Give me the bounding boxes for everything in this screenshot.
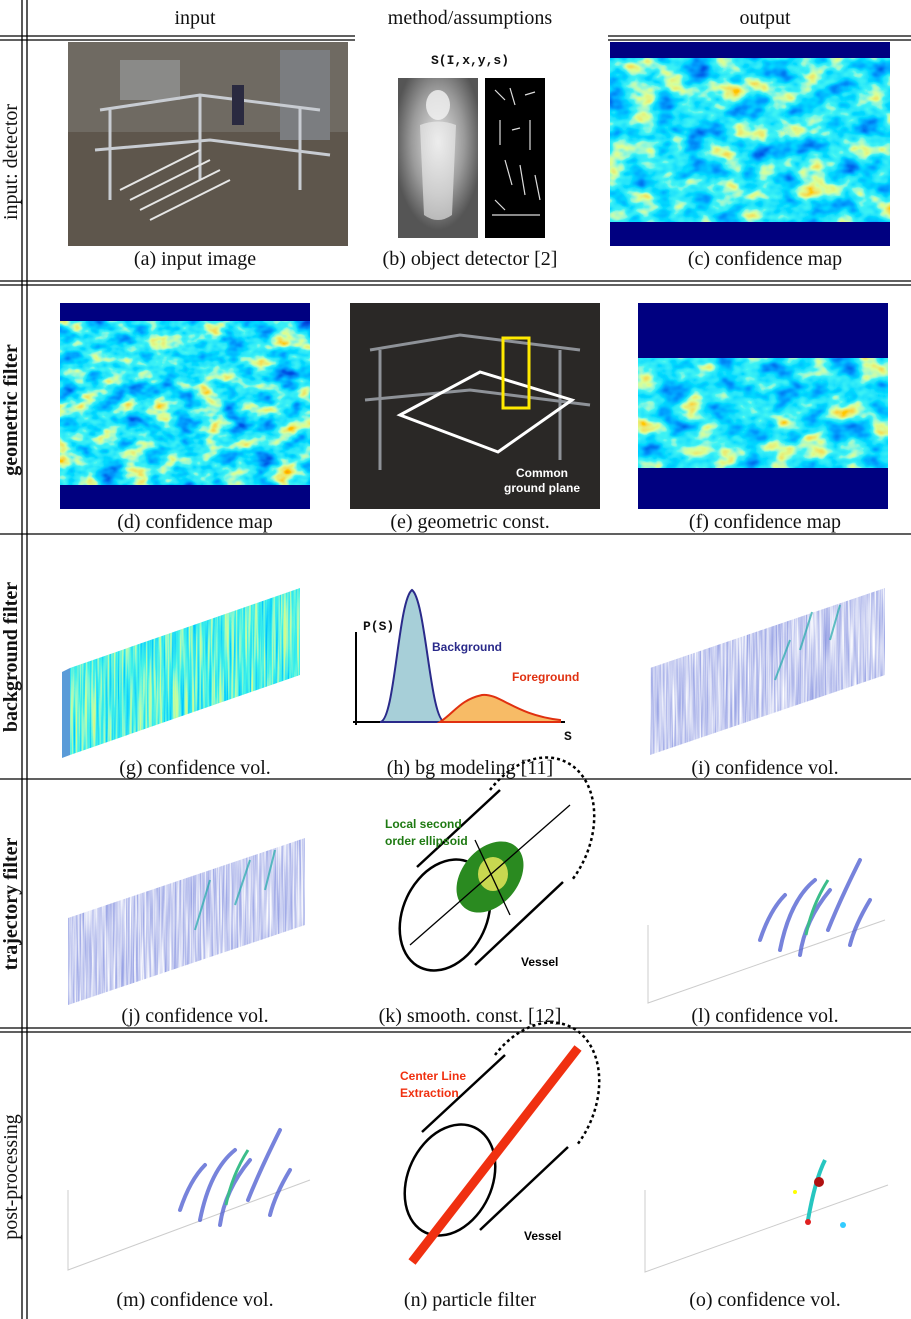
row-label: background filter <box>0 582 22 732</box>
confidence-volume <box>68 1130 310 1270</box>
axis-label: S <box>564 729 572 744</box>
confidence-map <box>610 42 890 246</box>
caption: (c) confidence map <box>688 248 842 270</box>
geometric-constraint: Common ground plane <box>350 303 600 509</box>
column-header: input <box>174 7 216 29</box>
detector-model: S(I,x,y,s) <box>398 53 545 238</box>
confidence-map <box>60 303 310 509</box>
annotation: Background <box>432 640 502 654</box>
caption: (j) confidence vol. <box>121 1005 268 1027</box>
caption: (i) confidence vol. <box>691 757 838 779</box>
annotation: Local second <box>385 817 462 831</box>
row-label: trajectory filter <box>0 838 22 971</box>
vessel-diagram: Local second order ellipsoid Vessel <box>382 758 594 986</box>
annotation: Extraction <box>400 1086 459 1100</box>
caption: (h) bg modeling [11] <box>387 757 553 779</box>
annotation: Vessel <box>521 955 558 969</box>
annotation: Foreground <box>512 670 579 684</box>
caption: (n) particle filter <box>404 1289 536 1311</box>
caption: (e) geometric const. <box>390 511 549 533</box>
caption: (g) confidence vol. <box>119 757 271 779</box>
caption: (f) confidence map <box>689 511 841 533</box>
annotation: Center Line <box>400 1069 466 1083</box>
vessel-diagram: Center Line Extraction Vessel <box>387 1023 599 1262</box>
annotation: Common <box>516 466 568 480</box>
formula: S(I,x,y,s) <box>431 53 509 68</box>
caption: (o) confidence vol. <box>689 1289 841 1311</box>
caption: (k) smooth. const. [12] <box>379 1005 562 1027</box>
annotation: order ellipsoid <box>385 834 468 848</box>
confidence-volume <box>650 588 885 755</box>
confidence-volume <box>648 860 885 1003</box>
input-image <box>68 42 348 246</box>
row-label: post-processing <box>0 1114 22 1240</box>
caption: (m) confidence vol. <box>116 1289 273 1311</box>
bg-model-plot: P(S) Background Foreground S <box>353 590 579 744</box>
row-label: geometric filter <box>0 344 22 476</box>
annotation: Vessel <box>524 1229 561 1243</box>
annotation: ground plane <box>504 481 580 495</box>
caption: (l) confidence vol. <box>691 1005 838 1027</box>
row-label: input: detector <box>0 104 22 220</box>
column-header: method/assumptions <box>388 7 553 29</box>
confidence-map <box>638 303 888 509</box>
confidence-volume <box>68 838 305 1005</box>
caption: (d) confidence map <box>117 511 272 533</box>
figure: S(I,x,y,s) Common ground plane P(S) Back… <box>0 0 911 1319</box>
caption: (b) object detector [2] <box>383 248 558 270</box>
axis-label: P(S) <box>363 619 394 634</box>
confidence-volume <box>62 588 300 758</box>
confidence-volume <box>645 1160 888 1272</box>
caption: (a) input image <box>134 248 256 270</box>
column-header: output <box>739 7 791 29</box>
